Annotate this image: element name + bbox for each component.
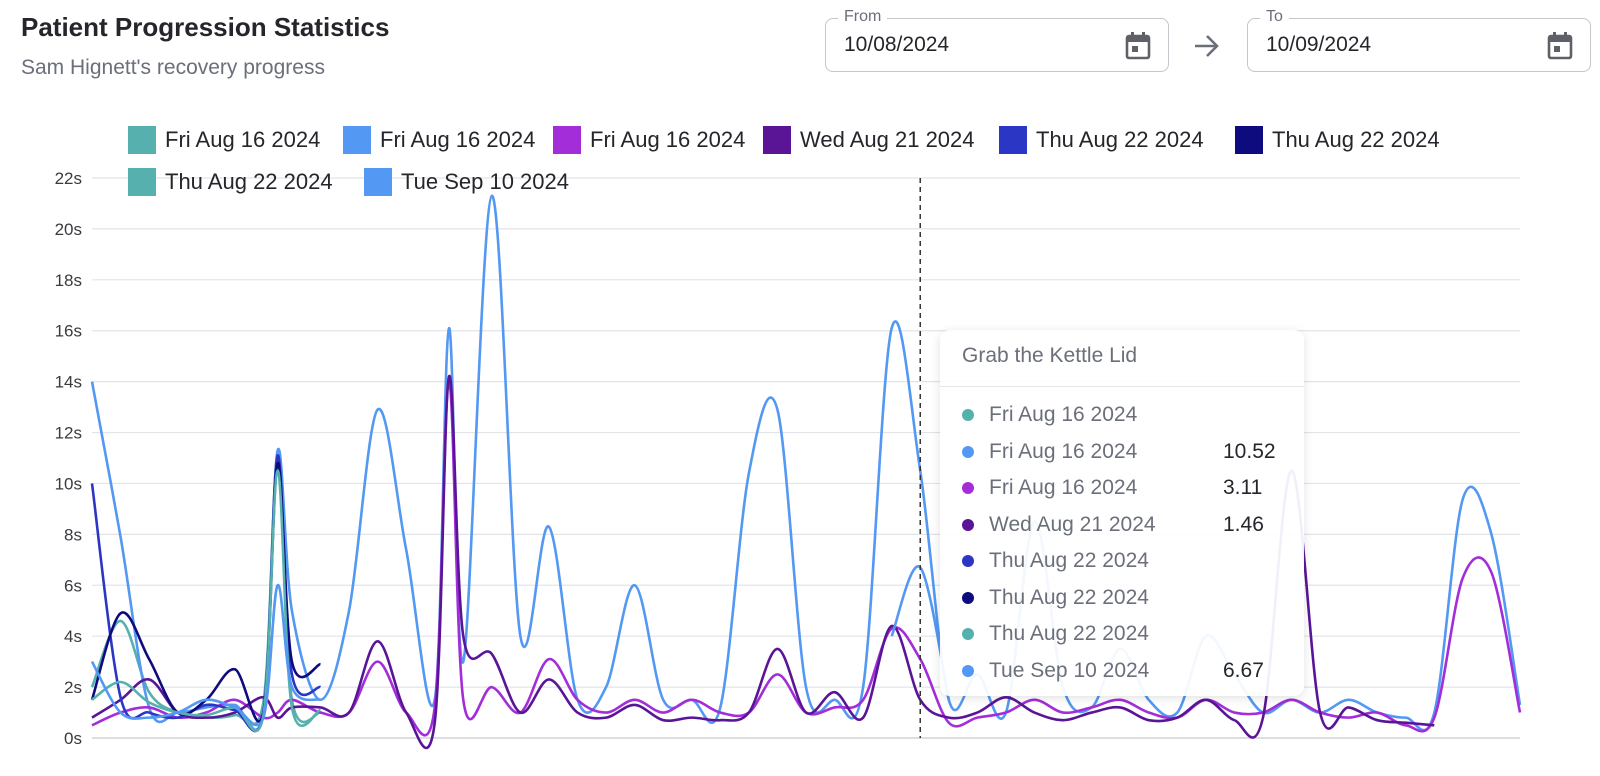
tooltip-series-name: Thu Aug 22 2024 bbox=[989, 622, 1149, 645]
tooltip-title: Grab the Kettle Lid bbox=[962, 344, 1138, 367]
legend-swatch bbox=[999, 126, 1027, 154]
legend-swatch bbox=[128, 126, 156, 154]
to-date-label: To bbox=[1260, 8, 1289, 26]
page-subtitle: Sam Hignett's recovery progress bbox=[21, 56, 325, 79]
calendar-icon[interactable] bbox=[1546, 31, 1574, 61]
y-tick-label: 14s bbox=[55, 373, 82, 392]
legend-item[interactable]: Fri Aug 16 2024 bbox=[128, 126, 320, 154]
to-date-field[interactable]: To 10/09/2024 bbox=[1247, 8, 1591, 72]
arrow-right-icon bbox=[1195, 35, 1219, 57]
y-tick-label: 18s bbox=[55, 271, 82, 290]
legend-swatch bbox=[1235, 126, 1263, 154]
tooltip-series-name: Tue Sep 10 2024 bbox=[989, 658, 1150, 682]
legend-item[interactable]: Tue Sep 10 2024 bbox=[364, 168, 569, 196]
legend-label: Thu Aug 22 2024 bbox=[1036, 127, 1204, 152]
legend-label: Fri Aug 16 2024 bbox=[380, 127, 536, 152]
tooltip-series-dot bbox=[962, 482, 974, 494]
legend-swatch bbox=[128, 168, 156, 196]
chart-tooltip: Grab the Kettle Lid Fri Aug 16 2024 Fri A… bbox=[940, 330, 1304, 696]
calendar-icon[interactable] bbox=[1124, 31, 1152, 61]
legend-label: Fri Aug 16 2024 bbox=[165, 127, 321, 152]
legend-label: Fri Aug 16 2024 bbox=[590, 127, 746, 152]
tooltip-series-name: Fri Aug 16 2024 bbox=[989, 403, 1138, 426]
tooltip-row: Tue Sep 10 2024 6.67 bbox=[962, 656, 1288, 686]
legend-swatch bbox=[553, 126, 581, 154]
y-tick-label: 12s bbox=[55, 424, 82, 443]
tooltip-row: Fri Aug 16 2024 10.52 bbox=[962, 437, 1288, 467]
y-tick-label: 6s bbox=[64, 576, 82, 595]
legend-swatch bbox=[364, 168, 392, 196]
from-date-field[interactable]: From 10/08/2024 bbox=[825, 8, 1169, 72]
tooltip-row: Fri Aug 16 2024 3.11 bbox=[962, 473, 1288, 503]
tooltip-series-value: 6.67 bbox=[1223, 658, 1264, 682]
tooltip-series-dot bbox=[962, 555, 974, 567]
series-line-2 bbox=[90, 194, 1522, 732]
tooltip-row: Fri Aug 16 2024 bbox=[962, 400, 1288, 430]
series-line-4 bbox=[91, 375, 1435, 750]
tooltip-series-dot bbox=[962, 664, 974, 677]
legend-item[interactable]: Thu Aug 22 2024 bbox=[999, 126, 1204, 154]
y-tick-label: 20s bbox=[55, 220, 82, 239]
legend-label: Thu Aug 22 2024 bbox=[165, 169, 333, 194]
from-date-input[interactable]: 10/08/2024 bbox=[844, 33, 950, 56]
legend-swatch bbox=[763, 126, 791, 154]
legend-item[interactable]: Fri Aug 16 2024 bbox=[553, 126, 745, 154]
tooltip-series-dot bbox=[962, 591, 974, 604]
tooltip-series-name: Fri Aug 16 2024 bbox=[989, 476, 1138, 499]
legend-item[interactable]: Wed Aug 21 2024 bbox=[763, 126, 975, 154]
series-line-8 bbox=[90, 583, 322, 727]
tooltip-series-value: 3.11 bbox=[1223, 476, 1263, 499]
tooltip-series-name: Thu Aug 22 2024 bbox=[989, 585, 1149, 609]
from-date-label: From bbox=[838, 8, 888, 26]
tooltip-series-name: Wed Aug 21 2024 bbox=[989, 512, 1156, 536]
y-tick-label: 22s bbox=[55, 169, 82, 188]
tooltip-series-value: 1.46 bbox=[1223, 512, 1264, 536]
y-tick-label: 10s bbox=[55, 474, 82, 493]
tooltip-row: Wed Aug 21 2024 1.46 bbox=[962, 510, 1288, 540]
y-tick-label: 2s bbox=[64, 678, 82, 697]
legend-item[interactable]: Thu Aug 22 2024 bbox=[128, 168, 333, 196]
legend-swatch bbox=[343, 126, 371, 154]
series-line-7 bbox=[91, 469, 322, 733]
tooltip-series-value: 10.52 bbox=[1223, 439, 1276, 463]
chart-series bbox=[90, 194, 1522, 750]
y-tick-label: 0s bbox=[64, 729, 82, 748]
legend-item[interactable]: Fri Aug 16 2024 bbox=[343, 126, 535, 154]
page-title: Patient Progression Statistics bbox=[21, 12, 390, 42]
tooltip-series-dot bbox=[962, 445, 974, 458]
legend-label: Tue Sep 10 2024 bbox=[401, 169, 569, 194]
tooltip-series-dot bbox=[962, 518, 974, 531]
legend-item[interactable]: Thu Aug 22 2024 bbox=[1235, 126, 1440, 154]
tooltip-series-name: Thu Aug 22 2024 bbox=[989, 549, 1149, 572]
tooltip-series-name: Fri Aug 16 2024 bbox=[989, 439, 1138, 463]
tooltip-row: Thu Aug 22 2024 bbox=[962, 619, 1288, 649]
legend-label: Thu Aug 22 2024 bbox=[1272, 127, 1440, 152]
tooltip-row: Thu Aug 22 2024 bbox=[962, 583, 1288, 613]
tooltip-series-dot bbox=[962, 628, 974, 640]
y-tick-label: 8s bbox=[64, 525, 82, 544]
tooltip-row: Thu Aug 22 2024 bbox=[962, 546, 1288, 576]
to-date-input[interactable]: 10/09/2024 bbox=[1266, 33, 1372, 56]
tooltip-series-dot bbox=[962, 409, 974, 421]
tooltip-divider bbox=[940, 386, 1304, 387]
legend-label: Wed Aug 21 2024 bbox=[800, 127, 975, 152]
y-tick-label: 4s bbox=[64, 627, 82, 646]
y-tick-label: 16s bbox=[55, 322, 82, 341]
